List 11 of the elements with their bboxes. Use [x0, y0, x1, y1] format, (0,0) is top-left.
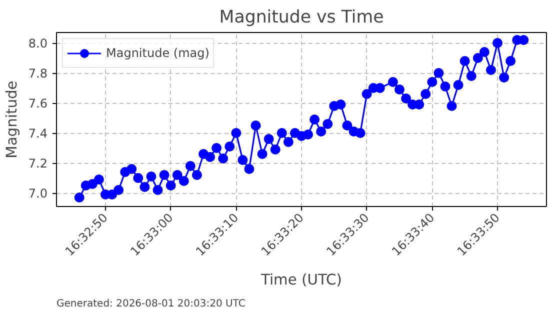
y-tick-label: 7.2 [28, 156, 48, 170]
y-tick-label: 7.4 [28, 126, 48, 140]
y-tick-label: 7.0 [28, 186, 48, 200]
y-tick-label: 8.0 [28, 36, 48, 50]
y-tick-label: 7.6 [28, 96, 48, 110]
y-axis-title: Magnitude [3, 80, 20, 158]
text: Generated: 2026-08-01 20:03:20 UTC [56, 298, 246, 310]
x-axis-title: Time (UTC) [260, 272, 342, 289]
chart-title: Magnitude vs Time [219, 8, 384, 28]
legend-label: Magnitude (mag) [106, 46, 210, 60]
y-tick-label: 7.8 [28, 66, 48, 80]
